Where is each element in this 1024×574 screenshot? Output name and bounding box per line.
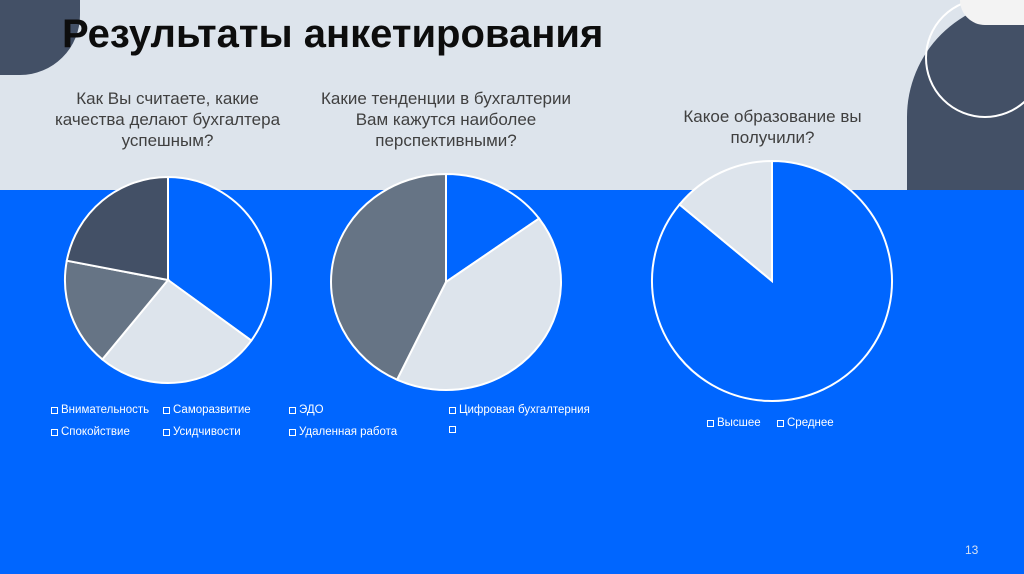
legend-swatch: [289, 428, 296, 436]
legend-swatch: [163, 406, 170, 414]
legend-swatch: [449, 426, 456, 433]
legend-label: Саморазвитие: [173, 404, 251, 416]
pie-slice-ЭДО: [445, 172, 541, 284]
pie-chart-trends: [330, 172, 562, 391]
legend-swatch: [51, 428, 58, 436]
legend-item: Спокойствие: [51, 426, 130, 438]
pie-chart-qualities: [64, 175, 272, 384]
decor-corner: [960, 0, 1024, 25]
chart-2-title: Какие тенденции в бухгалтерии Вам кажутс…: [321, 89, 571, 150]
legend-item: Цифровая бухгалтерния: [449, 404, 590, 416]
legend-item: Удаленная работа: [289, 426, 397, 438]
pie-slice-Усидчивости: [65, 175, 169, 282]
legend-swatch: [777, 419, 784, 427]
pie-slice-Среднее: [678, 159, 773, 284]
legend-label: Высшее: [717, 417, 761, 429]
legend-label: Среднее: [787, 417, 834, 429]
pie-slice-Саморазвитие: [100, 278, 253, 384]
legend-item: ЭДО: [289, 404, 324, 416]
pie-slice-Цифровая бухгалтерния: [395, 217, 562, 391]
pie-slice-Удаленная работа: [330, 172, 447, 382]
page-number: 13: [965, 543, 979, 557]
legend-swatch: [51, 406, 58, 414]
pie-chart-education: [651, 159, 894, 402]
legend-swatch: [449, 406, 456, 414]
legend-label: ЭДО: [299, 404, 324, 416]
legend-swatch: [163, 428, 170, 436]
legend-swatch: [289, 406, 296, 414]
legend-swatch: [707, 419, 714, 427]
legend-label: Цифровая бухгалтерния: [459, 404, 590, 416]
decor-arc: [925, 0, 1024, 118]
legend-item: Среднее: [777, 417, 834, 429]
legend-item: Усидчивости: [163, 426, 241, 438]
legend-label: Удаленная работа: [299, 426, 398, 438]
legend-item: Саморазвитие: [163, 404, 251, 416]
chart-1-title: Как Вы считаете, какие качества делают б…: [54, 89, 281, 150]
legend-item: Внимательность: [51, 404, 149, 416]
legend-item: [449, 426, 459, 433]
legend-label: Спокойствие: [61, 426, 130, 438]
page-title: Результаты анкетирования: [62, 12, 604, 56]
chart-3-title: Какое образование вы получили?: [683, 107, 862, 147]
pie-slice-Внимательность: [167, 175, 272, 342]
legend-label: Внимательность: [61, 404, 150, 416]
legend-label: Усидчивости: [173, 426, 241, 438]
legend-item: Высшее: [707, 417, 761, 429]
pie-slice-Спокойствие: [64, 259, 170, 361]
